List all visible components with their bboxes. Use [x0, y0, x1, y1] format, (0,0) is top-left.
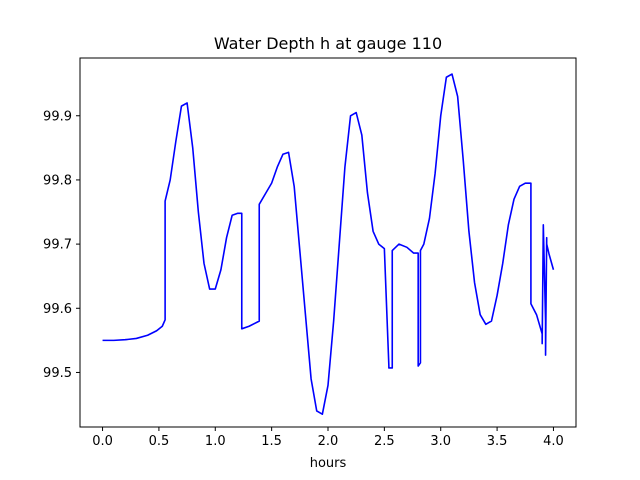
- y-tick-label: 99.8: [43, 173, 72, 188]
- y-tick-label: 99.5: [43, 366, 72, 381]
- y-tick-label: 99.7: [43, 238, 72, 253]
- x-tick-label: 0.0: [92, 434, 113, 449]
- x-axis: 0.0 0.5 1.0 1.5 2.0 2.5 3.0 3.5 4.0: [92, 427, 564, 449]
- x-tick-label: 4.0: [543, 434, 564, 449]
- x-tick-label: 2.0: [318, 434, 339, 449]
- y-tick-label: 99.6: [43, 302, 72, 317]
- x-tick-label: 3.5: [487, 434, 508, 449]
- y-tick-label: 99.9: [43, 109, 72, 124]
- series-line-0: [102, 73, 555, 415]
- x-tick-label: 0.5: [149, 434, 170, 449]
- x-axis-label: hours: [310, 456, 347, 471]
- x-tick-label: 1.0: [205, 434, 226, 449]
- y-axis: 99.5 99.6 99.7 99.8 99.9: [43, 109, 80, 381]
- x-tick-label: 2.5: [374, 434, 395, 449]
- x-tick-label: 1.5: [261, 434, 282, 449]
- x-tick-label: 3.0: [430, 434, 451, 449]
- chart-title: Water Depth h at gauge 110: [214, 34, 442, 53]
- plot-area: [102, 73, 555, 415]
